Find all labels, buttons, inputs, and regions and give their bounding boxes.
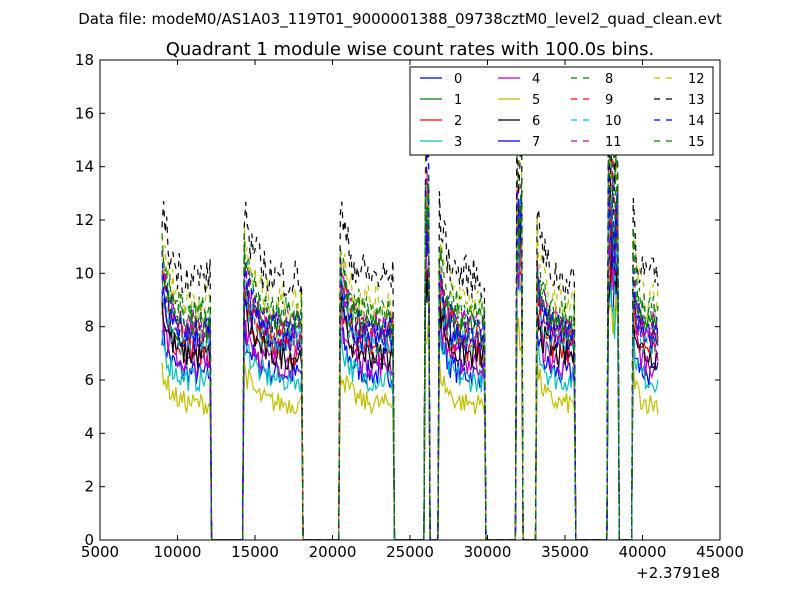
x-tick-label: 40000 [619, 543, 667, 561]
y-tick-label: 18 [75, 51, 94, 69]
legend-frame [409, 66, 714, 156]
legend-label-4: 4 [532, 72, 540, 87]
legend-label-12: 12 [688, 72, 705, 87]
series-line-5 [161, 297, 659, 540]
y-tick-label: 12 [75, 211, 94, 229]
x-tick-label: 5000 [81, 543, 119, 561]
series-line-2 [161, 194, 659, 540]
x-tick-label: 20000 [309, 543, 357, 561]
x-tick-label: 15000 [231, 543, 279, 561]
series-line-9 [161, 151, 659, 540]
y-tick-label: 8 [84, 318, 94, 336]
legend-label-5: 5 [532, 93, 540, 108]
x-tick-label: 30000 [464, 543, 512, 561]
legend-label-0: 0 [454, 72, 462, 87]
series-line-15 [161, 134, 659, 540]
series-line-4 [161, 229, 659, 540]
series-line-10 [161, 196, 659, 540]
legend-label-7: 7 [532, 135, 540, 150]
legend-label-1: 1 [454, 93, 462, 108]
legend-label-14: 14 [688, 114, 705, 129]
x-tick-label: 35000 [541, 543, 589, 561]
x-offset-label: +2.3791e8 [636, 564, 720, 582]
series-line-0 [161, 228, 659, 540]
y-tick-label: 6 [84, 371, 94, 389]
legend-label-2: 2 [454, 114, 462, 129]
legend-label-11: 11 [605, 135, 622, 150]
y-tick-label: 0 [84, 531, 94, 549]
y-tick-label: 4 [84, 424, 94, 442]
x-tick-label: 25000 [386, 543, 434, 561]
series-line-1 [161, 151, 659, 540]
y-tick-label: 14 [75, 158, 94, 176]
series-line-3 [161, 242, 659, 540]
legend-label-10: 10 [605, 114, 622, 129]
x-tick-label: 45000 [696, 543, 744, 561]
series-line-14 [161, 149, 659, 540]
legend-label-9: 9 [605, 93, 613, 108]
legend-label-13: 13 [688, 93, 705, 108]
x-tick-label: 10000 [154, 543, 202, 561]
series-line-8 [161, 153, 659, 540]
y-tick-label: 16 [75, 104, 94, 122]
legend-label-15: 15 [688, 135, 705, 150]
suptitle: Data file: modeM0/AS1A03_119T01_90000013… [78, 10, 722, 29]
series-line-11 [161, 158, 659, 540]
series-line-6 [161, 201, 659, 540]
plot-area [161, 76, 659, 540]
axis-ticks: 5000 10000 15000 20000 25000 30000 35000 40000 4… [75, 51, 744, 561]
legend-label-3: 3 [454, 135, 462, 150]
legend-label-8: 8 [605, 72, 613, 87]
legend-label-6: 6 [532, 114, 540, 129]
series-line-7 [161, 181, 659, 540]
series-line-12 [161, 128, 659, 540]
y-tick-label: 2 [84, 478, 94, 496]
y-tick-label: 10 [75, 264, 94, 282]
chart-title: Quadrant 1 module wise count rates with … [166, 39, 655, 60]
